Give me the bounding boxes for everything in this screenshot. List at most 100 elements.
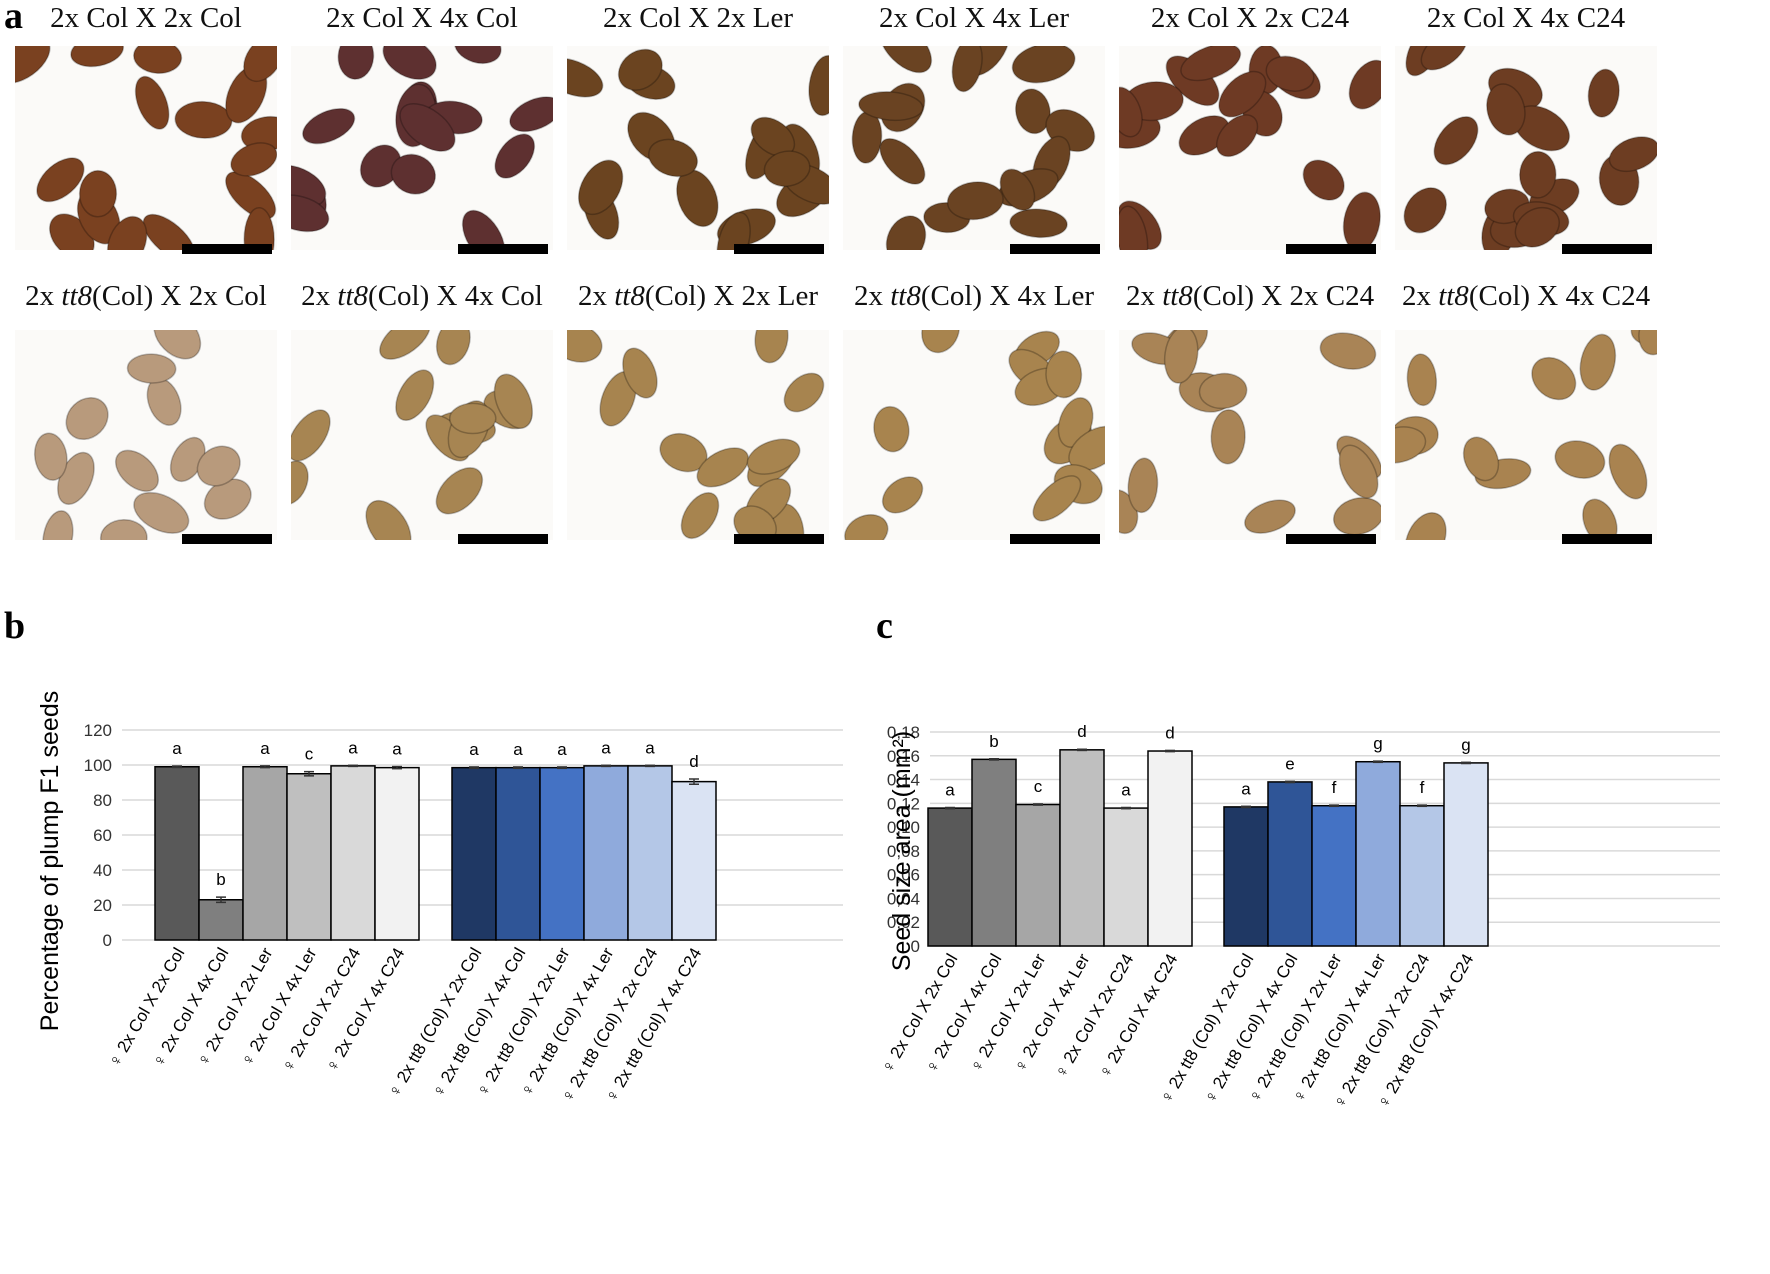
seed (1587, 68, 1620, 118)
photo-label: 2x Col X 4x Ler (879, 2, 1069, 35)
seed (36, 157, 85, 203)
bar (374, 766, 420, 941)
significance-letter: b (989, 732, 998, 751)
photo-label-suffix: (Col) X 4x C24 (1468, 280, 1651, 312)
seed (99, 519, 148, 540)
significance-letter: a (348, 738, 358, 757)
photo-label-italic: tt8 (614, 280, 645, 312)
photo-label-prefix: 2x Col X 2x Ler (602, 2, 794, 34)
significance-letter: a (601, 738, 611, 757)
bar (927, 807, 973, 947)
seed (1608, 443, 1648, 500)
seed (1554, 440, 1606, 479)
y-tick-label: 60 (93, 826, 112, 845)
y-tick-label: 0,04 (887, 889, 920, 908)
seed (379, 330, 431, 360)
photo-label: 2x tt8(Col) X 2x Ler (578, 280, 818, 313)
y-tick-label: 120 (84, 721, 112, 740)
y-tick-label: 40 (93, 861, 112, 880)
seed (567, 57, 604, 98)
seed (106, 215, 148, 250)
significance-letter: c (305, 745, 314, 764)
seed (648, 138, 699, 178)
seed (1119, 205, 1149, 250)
seed (1009, 208, 1068, 239)
bar (1399, 804, 1445, 947)
seed (15, 46, 51, 84)
y-tick-label: 0,14 (887, 771, 920, 790)
seed (577, 159, 624, 216)
seed (1582, 498, 1618, 540)
seed (617, 48, 663, 91)
significance-letter: d (689, 752, 698, 771)
seed (365, 499, 412, 540)
photo-label-suffix: (Col) X 2x Ler (644, 280, 819, 312)
seed (1218, 70, 1267, 118)
seed (114, 449, 159, 492)
bar (242, 766, 288, 941)
seed (1163, 330, 1199, 384)
photo-label-prefix: 2x (25, 280, 62, 312)
seed (78, 169, 118, 218)
seed (696, 447, 750, 488)
significance-letter: a (1121, 780, 1131, 799)
photo-label-prefix: 2x (577, 280, 615, 312)
bar (1311, 804, 1357, 947)
bar (1223, 806, 1269, 947)
photo-label-italic: tt8 (1438, 280, 1469, 312)
seed (1579, 333, 1617, 391)
seed (1638, 330, 1657, 356)
photo-label-prefix: 2x Col X 2x Col (50, 2, 242, 34)
seed (878, 46, 933, 74)
seed (763, 150, 811, 188)
seed (291, 164, 327, 208)
significance-letter: f (1420, 778, 1425, 797)
seed-photo (15, 330, 277, 540)
seed (448, 402, 497, 435)
seed (1210, 409, 1246, 465)
seed-photo (1119, 330, 1381, 540)
photo-label-prefix: 2x Col X 2x C24 (1150, 2, 1350, 34)
y-tick-label: 0,18 (887, 723, 920, 742)
y-tick-label: 20 (93, 896, 112, 915)
significance-letter: f (1332, 778, 1337, 797)
bar (539, 766, 585, 941)
photo-label: 2x Col X 2x Col (50, 2, 242, 35)
seed (1406, 353, 1438, 407)
seed (1215, 114, 1259, 158)
seed (921, 330, 961, 354)
seed-photo (1395, 46, 1657, 250)
seed (142, 213, 196, 250)
photo-label: 2x tt8(Col) X 2x Col (25, 280, 267, 313)
seed (133, 491, 190, 534)
photo-label-prefix: 2x (1401, 280, 1439, 312)
x-category-label: ♀ 2x Col X 4x C24 (1095, 951, 1182, 1082)
x-category-label: ♀ 2x Col X 2x C24 (1051, 951, 1138, 1082)
photo-label-suffix: (Col) X 2x C24 (1192, 280, 1375, 312)
photo-label: 2x Col X 4x C24 (1427, 2, 1625, 35)
scale-bar (734, 534, 824, 544)
significance-letter: a (392, 740, 402, 759)
seed (337, 46, 375, 80)
seed (126, 353, 177, 384)
seed-size-area-chart: 0 0,02 0,04 0,06 0,08 0,10 0,12 0,14 0,16 0,18 a b… (878, 722, 1720, 1112)
seed (291, 194, 330, 233)
seed (881, 476, 924, 514)
seed (1180, 46, 1242, 82)
seed (885, 215, 927, 250)
seed-photo (843, 330, 1105, 540)
scale-bar (1010, 244, 1100, 254)
photo-label: 2x tt8(Col) X 4x Col (301, 280, 543, 313)
significance-letter: c (1034, 777, 1043, 796)
seed (844, 513, 889, 540)
y-tick-label: 100 (84, 756, 112, 775)
seed (153, 330, 202, 360)
seed (65, 397, 109, 441)
photo-label-prefix: 2x (301, 280, 338, 312)
seed (230, 142, 277, 177)
seed (493, 373, 533, 429)
seed (1420, 46, 1468, 71)
seed (134, 75, 170, 130)
y-tick-label: 0 (103, 931, 112, 950)
seed (1348, 59, 1381, 110)
